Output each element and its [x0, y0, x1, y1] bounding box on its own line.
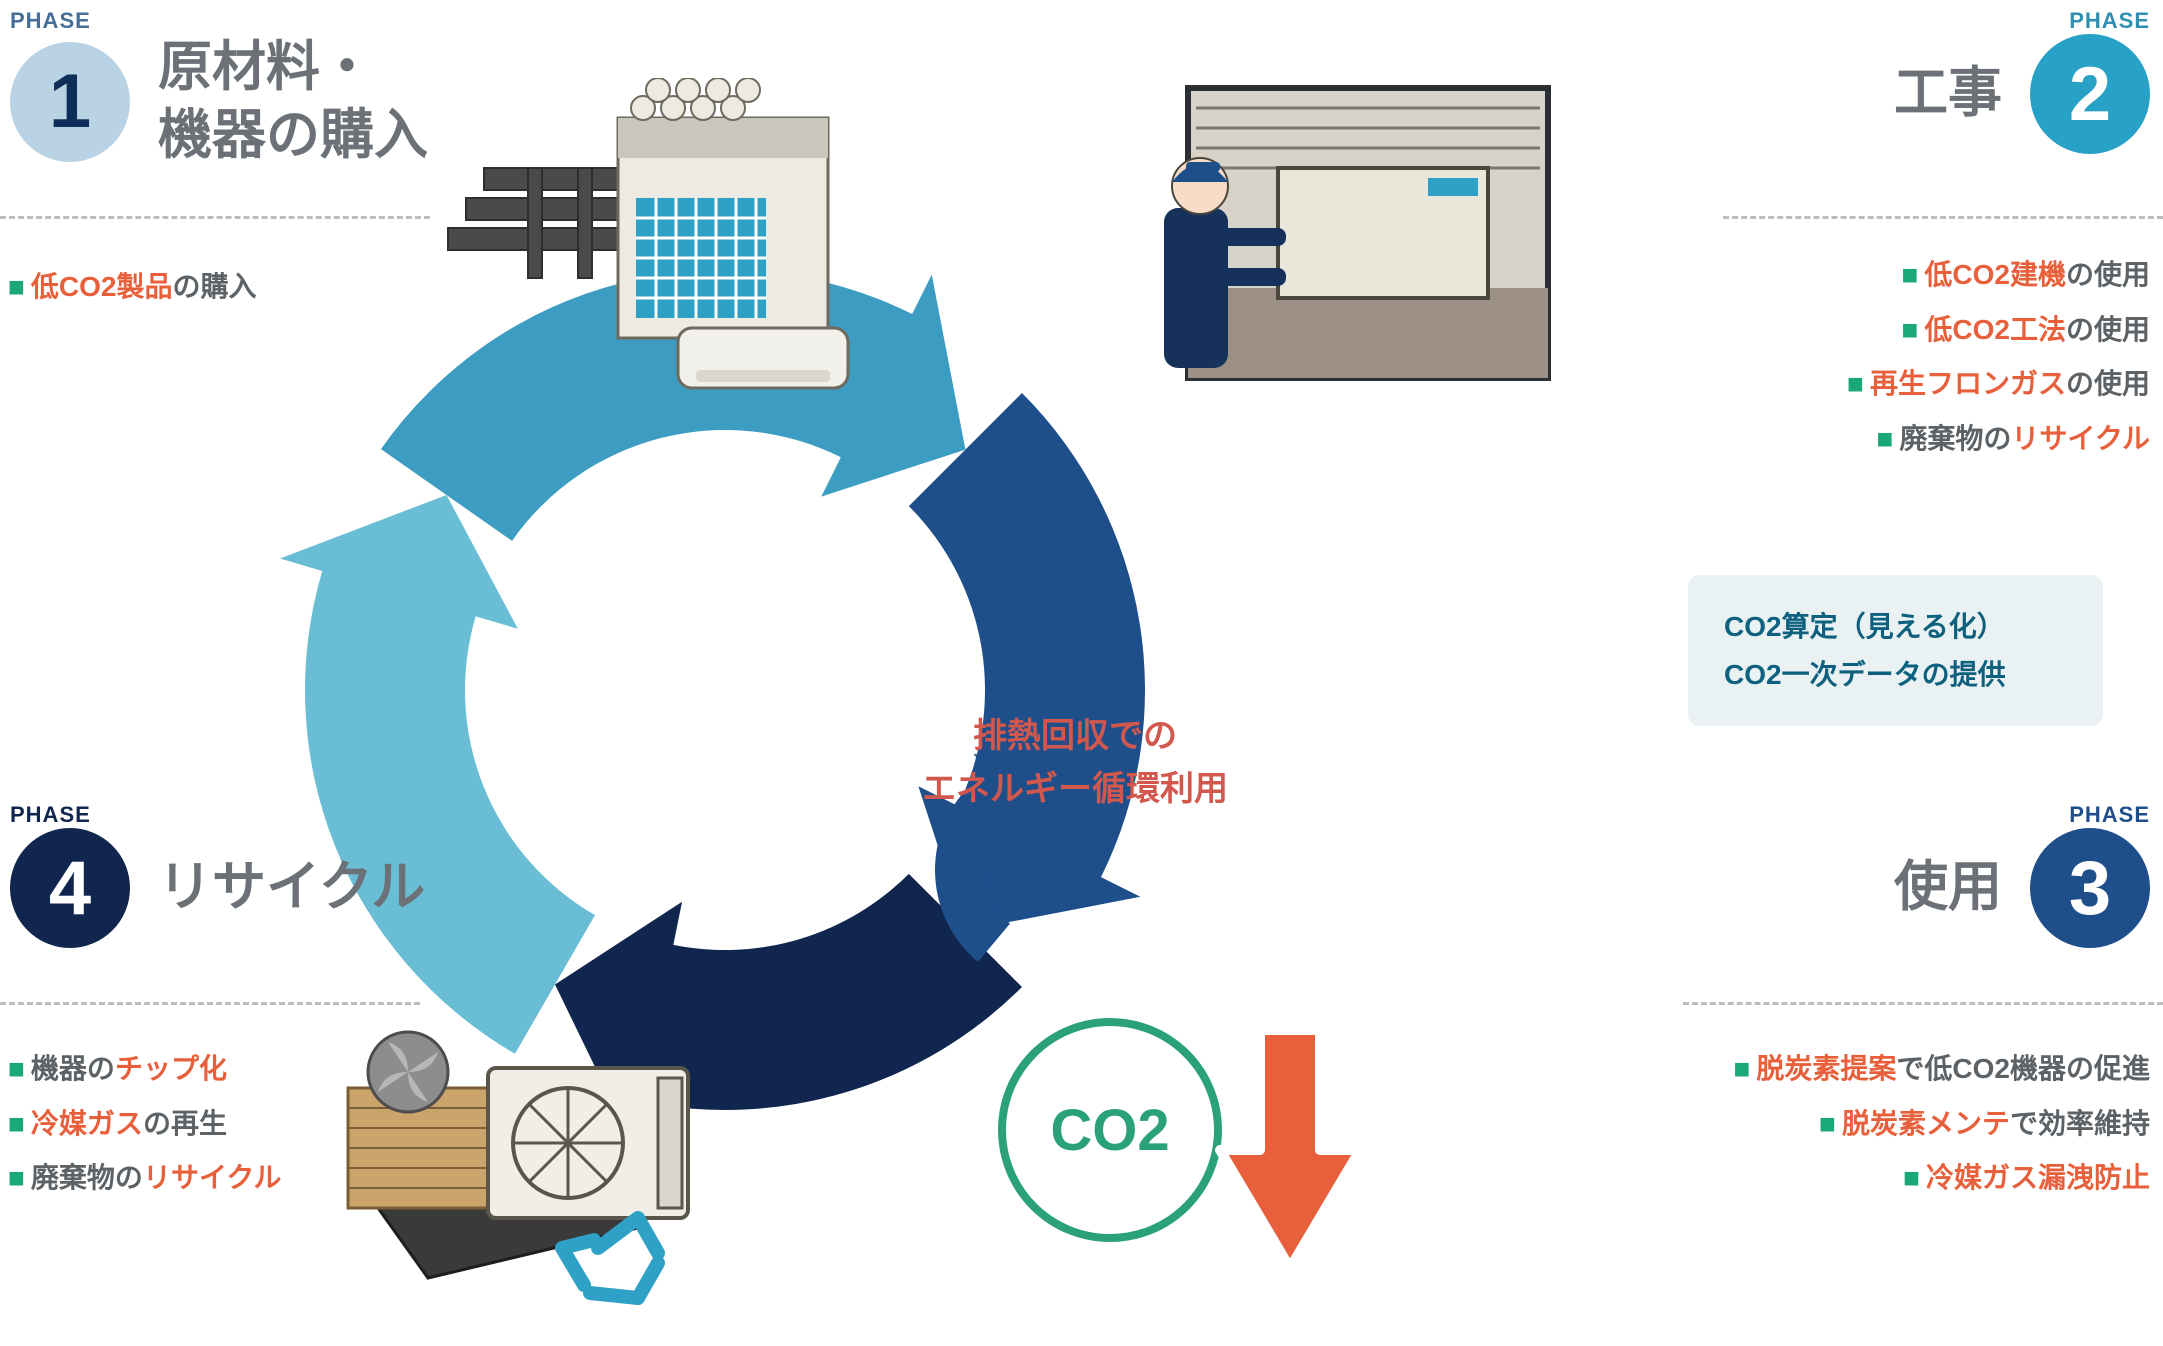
co2-badge: CO2	[990, 1000, 1370, 1300]
phase-1-label: PHASE	[10, 8, 428, 34]
bullet-text: の使用	[2066, 368, 2150, 399]
bullet-line: ■冷媒ガス漏洩防止	[1640, 1151, 2150, 1206]
bullets-phase-1: ■低CO2製品の購入	[8, 260, 257, 315]
bullet-text: で低CO2機器の促進	[1896, 1053, 2150, 1084]
bullet-text: 低CO2工法	[1924, 314, 2066, 345]
bullet-marker-icon: ■	[1819, 1108, 1836, 1139]
bullet-line: ■冷媒ガスの再生	[8, 1097, 282, 1152]
phase-4-badge: 4	[10, 828, 130, 948]
bullet-marker-icon: ■	[1733, 1053, 1750, 1084]
phase-4: PHASE 4 リサイクル	[10, 802, 425, 948]
bullet-line: ■低CO2工法の使用	[1700, 303, 2150, 358]
phase-1-title: 原材料・機器の購入	[158, 34, 428, 169]
bullet-marker-icon: ■	[1847, 368, 1864, 399]
bullet-line: ■廃棄物のリサイクル	[1700, 412, 2150, 467]
bullet-marker-icon: ■	[1876, 423, 1893, 454]
bullet-text: 機器の	[31, 1053, 115, 1084]
bullet-text: の再生	[143, 1108, 227, 1139]
co2-badge-text: CO2	[1050, 1098, 1169, 1163]
bullet-line: ■低CO2製品の購入	[8, 260, 257, 315]
bullet-text: 冷媒ガス漏洩防止	[1926, 1162, 2150, 1193]
bullet-text: 廃棄物の	[31, 1162, 143, 1193]
bullet-text: の使用	[2066, 314, 2150, 345]
phase-4-label: PHASE	[10, 802, 425, 828]
phase-1: PHASE 1 原材料・機器の購入	[10, 8, 428, 169]
bullet-text: リサイクル	[2011, 423, 2150, 454]
phase-4-title: リサイクル	[158, 854, 425, 922]
bullets-phase-2: ■低CO2建機の使用■低CO2工法の使用■再生フロンガスの使用■廃棄物のリサイク…	[1700, 248, 2150, 466]
co2-down-arrow-icon	[1220, 1030, 1360, 1268]
diagram-canvas: PHASE 1 原材料・機器の購入 PHASE 工事 2 PHASE 使用 3 …	[0, 0, 2163, 1346]
bullet-line: ■廃棄物のリサイクル	[8, 1151, 282, 1206]
bullet-line: ■低CO2建機の使用	[1700, 248, 2150, 303]
bullet-text: 脱炭素メンテ	[1842, 1108, 2010, 1139]
bullets-phase-3: ■脱炭素提案で低CO2機器の促進■脱炭素メンテで効率維持■冷媒ガス漏洩防止	[1640, 1042, 2150, 1206]
phase-3-title: 使用	[1894, 854, 2002, 922]
phase-3-badge: 3	[2030, 828, 2150, 948]
bullet-text: 廃棄物の	[1899, 423, 2011, 454]
phase-3-label: PHASE	[1894, 802, 2150, 828]
info-box-line1: CO2算定（見える化）	[1724, 603, 2067, 651]
cycle-seg1	[280, 495, 595, 1054]
bullet-text: で効率維持	[2010, 1108, 2150, 1139]
center-caption: 排熱回収でのエネルギー循環利用	[875, 710, 1275, 815]
info-box-co2: CO2算定（見える化） CO2一次データの提供	[1688, 575, 2103, 726]
phase-2-sep	[1723, 216, 2163, 219]
phase-2: PHASE 工事 2	[1894, 8, 2150, 154]
illus-recycle	[338, 1018, 736, 1308]
bullet-marker-icon: ■	[8, 1108, 25, 1139]
bullets-phase-4: ■機器のチップ化■冷媒ガスの再生■廃棄物のリサイクル	[8, 1042, 282, 1206]
bullet-marker-icon: ■	[1903, 1162, 1920, 1193]
info-box-line2: CO2一次データの提供	[1724, 651, 2067, 699]
bullet-marker-icon: ■	[1901, 259, 1918, 290]
phase-3: PHASE 使用 3	[1894, 802, 2150, 948]
bullet-text: 冷媒ガス	[31, 1108, 143, 1139]
bullet-text: チップ化	[115, 1053, 227, 1084]
phase-4-sep	[0, 1002, 420, 1005]
bullet-text: リサイクル	[143, 1162, 282, 1193]
bullet-text: の使用	[2066, 259, 2150, 290]
bullet-text: 低CO2建機	[1924, 259, 2066, 290]
phase-2-label: PHASE	[1894, 8, 2150, 34]
phase-1-sep	[0, 216, 430, 219]
phase-2-title: 工事	[1894, 60, 2002, 128]
bullet-text: の購入	[173, 271, 257, 302]
bullet-marker-icon: ■	[8, 1162, 25, 1193]
phase-3-sep	[1683, 1002, 2163, 1005]
bullet-line: ■機器のチップ化	[8, 1042, 282, 1097]
bullet-line: ■脱炭素提案で低CO2機器の促進	[1640, 1042, 2150, 1097]
bullet-marker-icon: ■	[8, 1053, 25, 1084]
bullet-text: 再生フロンガス	[1870, 368, 2066, 399]
bullet-text: 脱炭素提案	[1756, 1053, 1896, 1084]
phase-2-badge: 2	[2030, 34, 2150, 154]
bullet-marker-icon: ■	[8, 271, 25, 302]
illus-materials	[438, 78, 856, 406]
bullet-line: ■脱炭素メンテで効率維持	[1640, 1097, 2150, 1152]
bullet-text: 低CO2製品	[31, 271, 173, 302]
illus-construction	[1128, 78, 1556, 396]
phase-1-badge: 1	[10, 42, 130, 162]
bullet-line: ■再生フロンガスの使用	[1700, 357, 2150, 412]
bullet-marker-icon: ■	[1901, 314, 1918, 345]
